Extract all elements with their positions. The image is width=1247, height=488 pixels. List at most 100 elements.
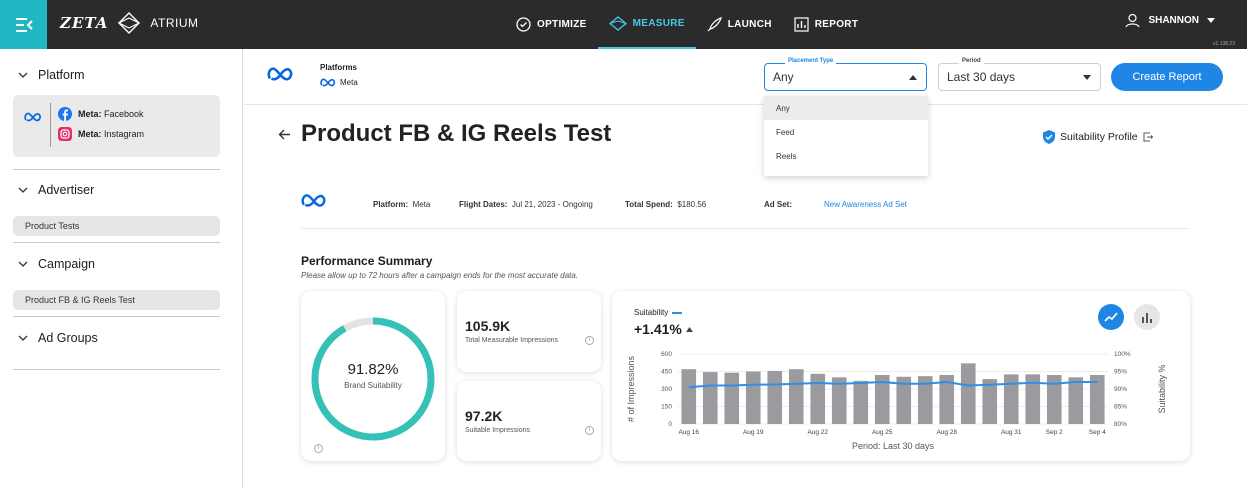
placement-option-feed[interactable]: Feed [776,128,795,137]
impressions-bar [788,369,804,424]
atrium-logo-icon [118,12,141,34]
sidebar-campaign-header[interactable]: Campaign [18,257,95,271]
chevron-down-icon [18,187,28,193]
platforms-label: Platforms [320,63,357,72]
platform-section-label: Platform [38,68,85,82]
caret-up-icon [909,75,917,80]
x-tick-label: Aug 25 [872,429,893,436]
ad-groups-section-label: Ad Groups [38,331,98,345]
x-tick-label: Aug 28 [936,429,957,436]
placement-option-any[interactable]: Any [764,96,928,120]
rocket-icon [707,17,722,32]
y-left-tick-label: 0 [668,421,672,428]
campaign-section-label: Campaign [38,257,95,271]
chevron-down-icon [18,261,28,267]
sidebar-advertiser-header[interactable]: Advertiser [18,183,94,197]
impressions-bar [810,373,826,424]
caret-down-icon [1207,18,1215,23]
chart-headline-value: +1.41% [634,321,682,337]
impressions-bar [681,369,697,424]
nav-optimize[interactable]: OPTIMIZE [505,0,598,49]
zeta-logo: ZETA [60,14,109,32]
placement-type-select[interactable]: Placement Type Any [764,58,927,91]
platform-name: Meta [340,78,358,87]
impressions-bar [1089,375,1105,424]
y-right-tick-label: 95% [1114,369,1127,376]
suitability-profile-label: Suitability Profile [1060,131,1138,143]
info-spend-label: Total Spend: [625,200,673,209]
info-ad-set: Ad Set: [764,200,792,209]
brand-suitability-card: 91.82% Brand Suitability i [301,291,445,461]
menu-toggle-button[interactable] [0,0,47,49]
y-right-axis-label: Suitability % [1157,364,1167,413]
y-right-tick-label: 85% [1114,404,1127,411]
impressions-bar [745,371,761,424]
nav-measure[interactable]: MEASURE [597,0,696,49]
total-impressions-label: Total Measurable Impressions [465,337,558,344]
info-icon[interactable]: i [585,426,594,435]
impressions-bar [724,372,740,424]
nav-launch[interactable]: LAUNCH [696,0,783,49]
user-menu[interactable]: SHANNON [1125,13,1215,28]
x-tick-label: Sep 2 [1046,429,1063,436]
nav-report[interactable]: REPORT [783,0,869,49]
suitable-impressions-value: 97.2K [465,408,503,424]
advertiser-value[interactable]: Product Tests [13,216,220,236]
ad-set-link[interactable]: New Awareness Ad Set [824,200,908,209]
create-report-button[interactable]: Create Report [1111,63,1223,91]
impressions-bar [960,363,976,424]
chevron-down-icon [18,72,28,78]
sidebar-platform-header[interactable]: Platform [18,68,85,82]
info-icon[interactable]: i [585,336,594,345]
brand-suitability-ring [311,317,435,441]
impressions-bar [853,380,869,424]
period-label: Period [959,58,984,64]
suitability-profile-link[interactable]: Suitability Profile [1043,130,1153,144]
user-name: SHANNON [1148,15,1199,26]
y-right-tick-label: 100% [1114,351,1131,358]
meta-logo-icon [267,67,293,81]
impressions-bar [1003,374,1019,424]
platform-facebook[interactable]: Meta: Facebook [58,107,144,121]
line-chart-toggle[interactable] [1098,304,1124,330]
app-name: ATRIUM [150,16,199,30]
impressions-bar [831,377,847,424]
y-left-tick-label: 600 [661,351,672,358]
caret-up-icon [685,326,693,332]
x-tick-label: Sep 4 [1089,429,1106,436]
y-left-axis-label: # of Impressions [626,355,636,422]
nav-optimize-label: OPTIMIZE [537,19,587,30]
period-select[interactable]: Period Last 30 days [938,58,1101,91]
impressions-bar [1025,374,1041,424]
platform-selection: Meta: Facebook Meta: Instagram [13,95,220,157]
info-spend-value: $180.56 [677,200,707,209]
report-icon [794,17,809,32]
impressions-bar [874,375,890,424]
campaign-value[interactable]: Product FB & IG Reels Test [13,290,220,310]
platform-instagram[interactable]: Meta: Instagram [58,127,144,141]
trend-line-icon [1104,312,1118,322]
nav-measure-label: MEASURE [632,18,685,29]
divider [13,242,220,243]
ring-progress [311,317,435,441]
y-left-tick-label: 450 [661,369,672,376]
placement-option-reels[interactable]: Reels [776,152,797,161]
info-icon[interactable]: i [314,444,323,453]
menu-collapse-icon [15,17,33,32]
nav-launch-label: LAUNCH [727,19,772,30]
divider [13,369,220,370]
instagram-icon [58,127,72,141]
info-adset-label: Ad Set: [764,200,792,209]
main-nav: OPTIMIZE MEASURE LAUNCH REPORT [505,0,869,49]
x-tick-label: Aug 16 [678,429,699,436]
impressions-bar [896,376,912,424]
period-value: Last 30 days [947,70,1016,84]
back-arrow-icon[interactable] [278,129,291,140]
sidebar-ad-groups-header[interactable]: Ad Groups [18,331,98,345]
shield-check-icon [1043,130,1055,144]
placement-type-value: Any [773,70,794,84]
measure-icon [608,16,627,31]
info-platform-label: Platform: [373,200,409,209]
bar-chart-toggle[interactable] [1134,304,1160,330]
impressions-bar [767,370,783,424]
